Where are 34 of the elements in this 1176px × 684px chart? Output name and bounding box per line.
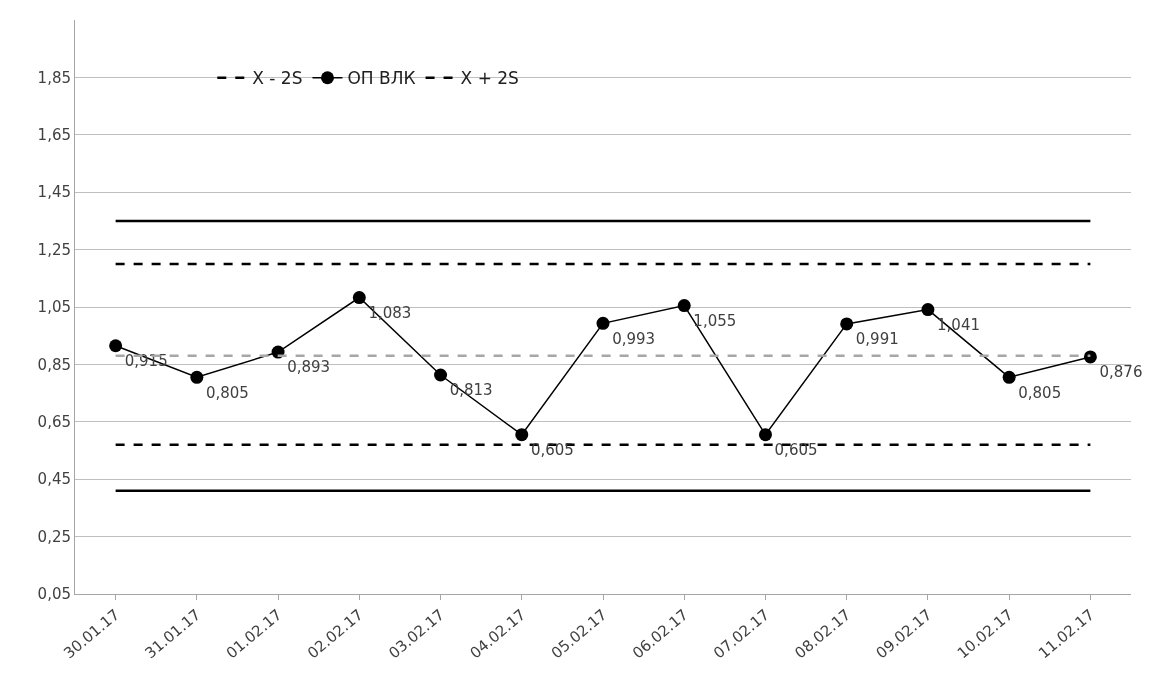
data-label: 0,991 xyxy=(855,330,899,349)
y-tick-label: 0,65 xyxy=(37,413,71,432)
point xyxy=(677,299,691,313)
point xyxy=(596,316,610,330)
point xyxy=(921,303,935,317)
data-label: 0,605 xyxy=(530,441,574,460)
legend-label: X + 2S xyxy=(460,68,519,89)
y-tick-label: 1,85 xyxy=(37,68,71,87)
data-label: 0,805 xyxy=(1018,383,1062,402)
data-label: 0,805 xyxy=(205,383,249,402)
point xyxy=(1002,370,1016,384)
point xyxy=(758,428,772,442)
point xyxy=(190,370,204,384)
data-label: 0,876 xyxy=(1099,363,1143,382)
point xyxy=(352,291,366,305)
y-tick-label: 1,05 xyxy=(37,298,71,317)
point xyxy=(515,428,529,442)
legend-label: ОП ВЛК xyxy=(347,68,416,89)
point xyxy=(109,339,123,353)
y-tick-label: 1,25 xyxy=(37,240,71,259)
data-label: 0,893 xyxy=(287,358,331,377)
data-label: 0,993 xyxy=(612,329,656,348)
y-tick-label: 0,25 xyxy=(37,527,71,546)
y-tick-label: 1,45 xyxy=(37,183,71,202)
data-label: 0,605 xyxy=(774,441,818,460)
y-tick-label: 0,85 xyxy=(37,355,71,374)
y-tick-label: 0,05 xyxy=(37,585,71,604)
y-tick-label: 1,65 xyxy=(37,126,71,145)
point xyxy=(1083,350,1097,364)
data-label: 1,055 xyxy=(693,311,737,330)
legend-label: X - 2S xyxy=(252,68,303,89)
y-tick-label: 0,45 xyxy=(37,470,71,489)
point xyxy=(434,368,448,382)
point xyxy=(840,317,854,331)
